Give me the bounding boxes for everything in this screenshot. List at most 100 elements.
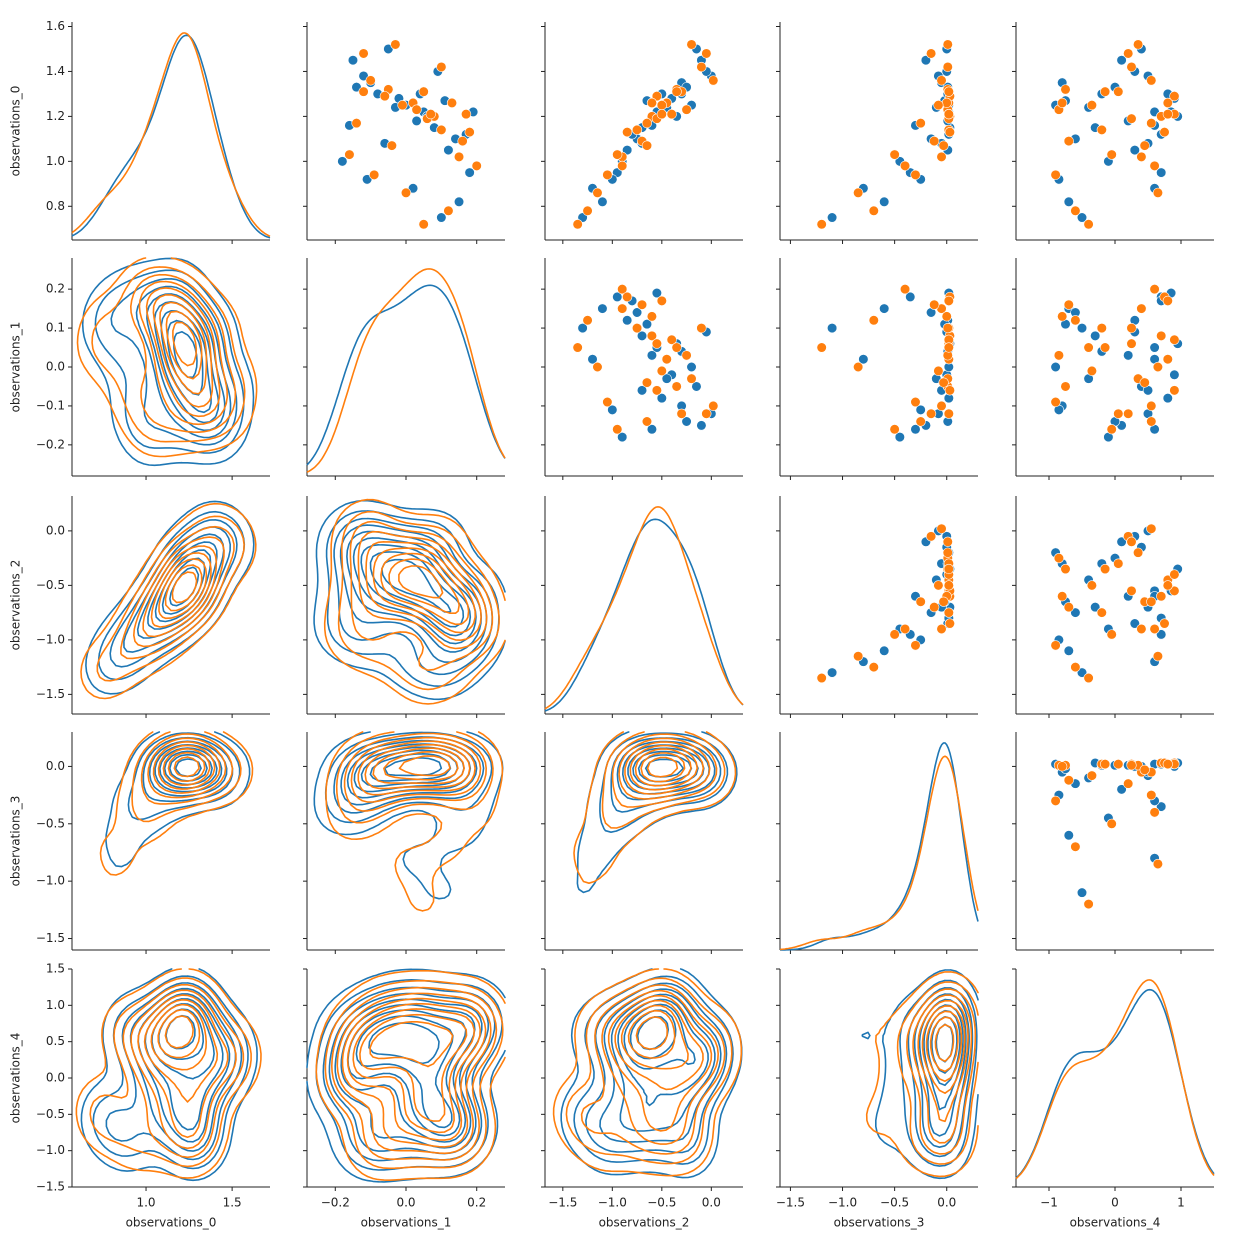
scatter-point	[1099, 759, 1111, 770]
scatter-point	[597, 303, 608, 314]
scatter-point	[602, 396, 613, 408]
scatter-point	[418, 86, 429, 97]
scatter-point	[1057, 311, 1068, 322]
scatter-point	[936, 523, 947, 534]
scatter-point	[1162, 759, 1173, 770]
scatter-point	[868, 205, 879, 216]
scatter-point	[351, 118, 362, 129]
kde-contour	[105, 731, 251, 868]
scatter-point	[1113, 408, 1124, 419]
scatter-point	[1169, 91, 1180, 102]
scatter-point	[944, 385, 955, 396]
scatter-point	[1169, 334, 1180, 345]
scatter-point	[651, 385, 662, 396]
scatter-point	[942, 536, 953, 547]
scatter-point	[1149, 807, 1160, 818]
scatter-point	[1070, 607, 1081, 618]
scatter-point	[827, 212, 838, 223]
scatter-point	[933, 365, 944, 376]
scatter-point	[1139, 764, 1150, 775]
scatter-point	[641, 377, 653, 388]
scatter-point	[1149, 623, 1160, 635]
kde-curve	[779, 755, 979, 951]
y-axis-label: observations_4	[9, 1033, 23, 1124]
scatter-point	[1076, 212, 1088, 223]
scatter-point	[631, 307, 643, 318]
scatter-point	[889, 149, 900, 160]
x-tick-label: 0.0	[396, 1196, 415, 1210]
scatter-point	[436, 61, 447, 73]
scatter-point	[1159, 618, 1170, 629]
scatter-point	[461, 109, 472, 120]
y-tick-label: −0.5	[36, 1107, 65, 1121]
scatter-point	[1086, 365, 1097, 376]
scatter-point	[1139, 140, 1150, 151]
y-tick-label: 0.1	[46, 321, 65, 335]
scatter-point	[612, 149, 623, 160]
y-tick-label: −1.5	[36, 931, 65, 945]
scatter-point	[943, 580, 954, 591]
scatter-point	[577, 322, 588, 334]
scatter-point	[641, 416, 653, 427]
scatter-point	[592, 187, 603, 198]
kde-curve	[544, 518, 744, 712]
scatter-point	[1129, 618, 1140, 629]
scatter-point	[676, 408, 687, 419]
scatter-point	[701, 408, 712, 419]
x-axis-label: observations_0	[126, 1216, 217, 1230]
scatter-point	[915, 596, 926, 607]
kde-curve	[306, 268, 506, 473]
scatter-point	[853, 651, 864, 662]
y-tick-label: 0.0	[46, 523, 65, 537]
scatter-point	[899, 284, 911, 295]
y-tick-label: −0.5	[36, 578, 65, 592]
scatter-point	[894, 431, 905, 443]
scatter-point	[1136, 151, 1147, 162]
scatter-point	[671, 381, 682, 392]
scatter-point	[397, 100, 408, 111]
scatter-point	[816, 342, 827, 353]
scatter-point	[666, 109, 677, 120]
scatter-point	[701, 48, 712, 59]
scatter-point	[636, 299, 648, 310]
y-tick-label: −0.1	[36, 398, 65, 412]
scatter-point	[671, 86, 682, 97]
scatter-point	[1169, 585, 1180, 596]
scatter-point	[379, 91, 390, 102]
scatter-point	[592, 361, 603, 373]
scatter-point	[1136, 623, 1147, 635]
scatter-point	[686, 361, 697, 373]
scatter-point	[696, 420, 707, 431]
scatter-point	[661, 373, 672, 384]
scatter-point	[915, 118, 926, 129]
x-tick-label: −1.5	[776, 1196, 805, 1210]
scatter-point	[390, 39, 401, 50]
scatter-point	[1162, 109, 1173, 120]
scatter-point	[597, 196, 608, 207]
scatter-point	[899, 623, 911, 635]
x-tick-label: −1.0	[598, 1196, 627, 1210]
scatter-point	[938, 377, 949, 388]
scatter-point	[646, 330, 658, 341]
y-tick-label: −1.0	[36, 632, 65, 646]
scatter-point	[1106, 424, 1117, 435]
kde-curve	[1015, 979, 1215, 1180]
scatter-point	[868, 662, 879, 673]
scatter-point	[622, 291, 633, 303]
scatter-point	[920, 55, 931, 66]
y-tick-label: 0.0	[46, 759, 65, 773]
y-tick-label: 0.2	[46, 282, 65, 296]
scatter-point	[816, 219, 827, 230]
scatter-point	[1083, 672, 1094, 684]
scatter-point	[696, 61, 707, 73]
scatter-point	[1113, 558, 1124, 569]
scatter-point	[464, 127, 475, 138]
scatter-point	[656, 295, 667, 306]
scatter-point	[1136, 303, 1147, 314]
y-tick-label: 1.6	[46, 19, 65, 33]
x-tick-label: 0.0	[937, 1196, 956, 1210]
scatter-point	[365, 75, 376, 86]
scatter-point	[1086, 580, 1097, 591]
scatter-point	[1126, 61, 1137, 73]
